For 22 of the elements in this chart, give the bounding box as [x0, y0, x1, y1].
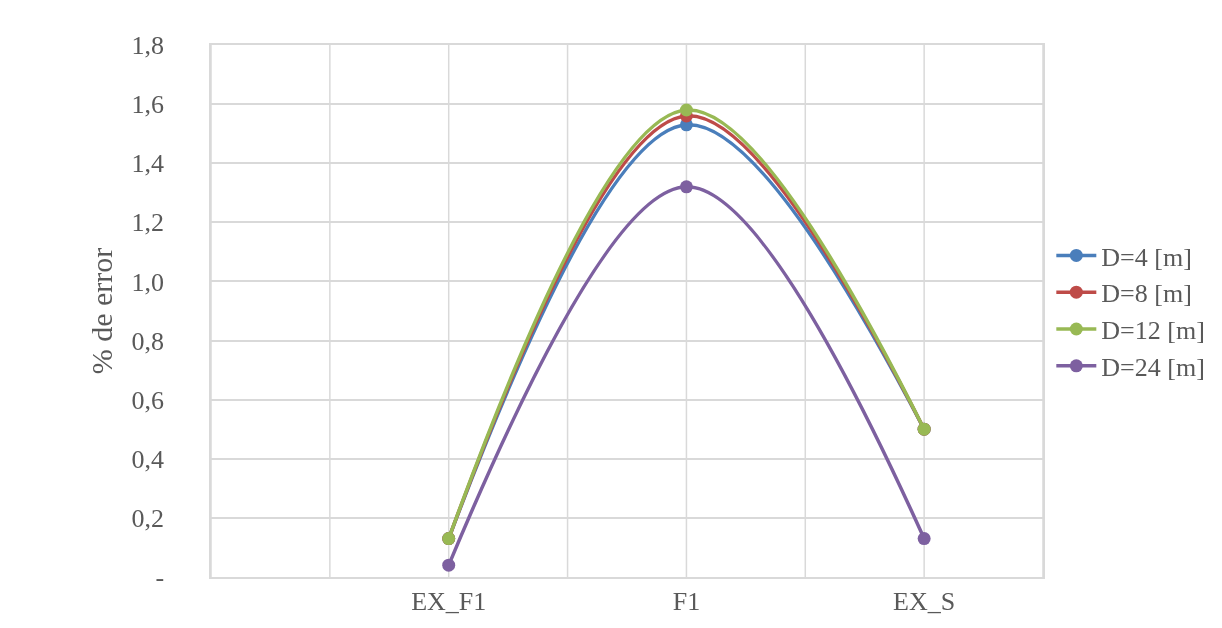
y-tick-label: 1,6: [131, 90, 165, 120]
x-tick-label: F1: [672, 586, 701, 616]
y-tick-label: 1,0: [131, 267, 165, 297]
y-tick-label: 0,8: [131, 326, 165, 356]
y-tick-label: 0,4: [131, 444, 165, 474]
point: [679, 180, 693, 194]
point: [917, 532, 931, 546]
point: [679, 103, 693, 117]
legend-label: D=8 [m]: [1101, 279, 1192, 309]
y-tick-label: 0,2: [131, 503, 165, 533]
y-tick-label: 0,6: [131, 385, 165, 415]
x-tick-label: EX_F1: [411, 586, 487, 616]
x-tick-label: EX_S: [893, 586, 956, 616]
point: [442, 558, 456, 572]
y-tick-label: 1,8: [131, 31, 165, 61]
y-tick-label: 1,4: [131, 149, 165, 179]
y-tick-label: 1,2: [131, 208, 165, 238]
legend-label: D=4 [m]: [1101, 242, 1192, 272]
legend-label: D=12 [m]: [1101, 316, 1205, 346]
y-axis-title: % de error: [85, 247, 119, 375]
legend-label: D=24 [m]: [1101, 352, 1205, 382]
y-tick-label: -: [155, 563, 165, 593]
